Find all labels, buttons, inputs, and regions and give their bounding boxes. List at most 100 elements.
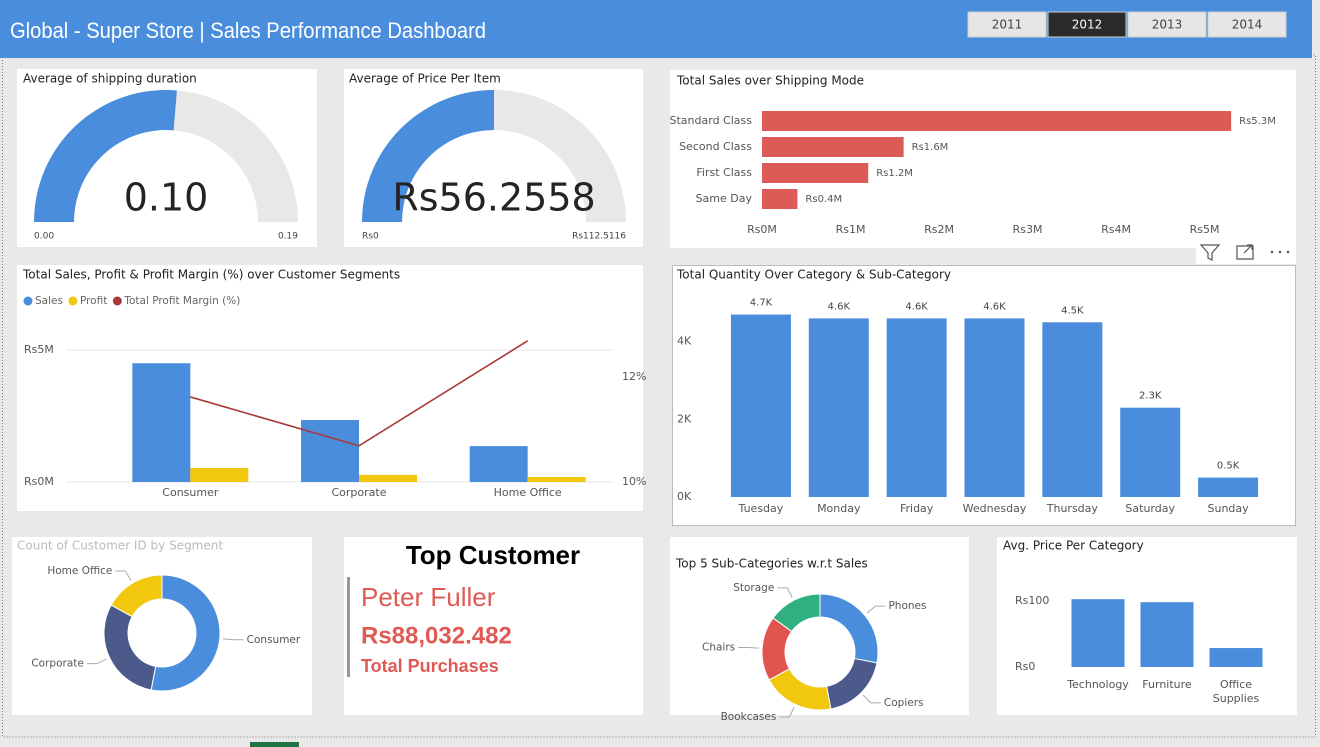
data-label: Rs0.4M [805,194,842,205]
bar [762,111,1232,131]
x-tick-label: Rs4M [1101,223,1131,236]
chart-title: Total Sales, Profit & Profit Margin (%) … [22,268,400,282]
year-tabs: 2011 2012 2013 2014 [967,11,1287,38]
bar [1209,648,1263,667]
bar [762,137,904,157]
x-tick-label: Rs3M [1013,223,1043,236]
legend-marker [112,296,122,306]
y-tick-label: Rs5M [24,343,54,356]
data-label: 4.5K [1061,305,1084,316]
x-tick-label: Saturday [1125,502,1175,515]
donut-slice [150,574,221,692]
y2-tick-label: 12% [622,370,646,383]
slice-label: Phones [888,600,926,612]
card-title: Top Customer [406,540,580,570]
year-tab[interactable] [967,11,1047,38]
x-tick-label: Office Supplies [1212,678,1260,705]
data-label: 4.6K [828,301,851,312]
slice-label: Storage [733,582,774,594]
y-tick-label: 4K [677,335,692,348]
data-label: 2.3K [1139,391,1162,402]
panel [670,70,1296,248]
more-options-icon[interactable] [1270,250,1290,254]
slice-label: Consumer [247,634,301,646]
year-tab-label[interactable]: 2014 [1232,18,1263,32]
x-tick-label: Furniture [1142,678,1192,691]
y-tick-label: Second Class [679,140,752,153]
y-tick-label: Same Day [696,192,753,205]
focus-mode-icon[interactable] [1236,244,1254,260]
donut-slice [110,574,163,618]
year-tab-label[interactable]: 2012 [1072,18,1103,32]
data-label: 0.5K [1217,461,1240,472]
page-tab[interactable] [250,742,299,747]
x-tick-label: Friday [900,502,934,515]
gauge-tick-label: 0.19 [278,232,298,242]
x-tick-label: Corporate [332,486,387,499]
line [190,340,529,447]
chart-title: Count of Customer ID by Segment [17,539,223,553]
bar [762,163,869,183]
bar [527,476,586,482]
year-tab[interactable] [1047,11,1127,38]
bar [359,474,417,482]
card-accent [347,577,350,677]
data-label: Rs5.3M [1239,116,1276,127]
x-tick-label: Sunday [1207,502,1249,515]
year-tab-label[interactable]: 2013 [1152,18,1183,32]
y-tick-label: Rs0 [1015,660,1035,673]
customer-name: Peter Fuller [361,582,496,612]
bar [132,363,191,482]
customer-caption: Total Purchases [361,656,499,676]
chart-title: Top 5 Sub-Categories w.r.t Sales [675,557,868,571]
bar [1042,322,1103,497]
gauge-tick-label: Rs0 [362,232,379,242]
bar [190,468,249,482]
panel [670,537,969,715]
y-tick-label: Rs0M [24,475,54,488]
bar [886,318,947,497]
gauge-tick-label: Rs112.5116 [572,232,626,242]
x-tick-label: Technology [1067,678,1129,691]
legend-marker [68,296,78,306]
bar [1140,602,1194,667]
bar [730,314,791,497]
year-tab-label[interactable]: 2011 [992,18,1023,32]
y-tick-label: First Class [696,166,752,179]
leader-line [862,694,881,704]
gauge-value-label: 0.10 [124,176,209,220]
bar [1120,407,1181,497]
leader-line [738,646,760,649]
x-tick-label: Rs2M [924,223,954,236]
y2-tick-label: 10% [622,475,646,488]
leader-line [222,638,244,641]
slice-label: Home Office [47,565,112,577]
x-tick-label: Wednesday [963,502,1027,515]
data-label: 4.6K [983,301,1006,312]
bar [1071,599,1125,667]
x-tick-label-box: Furniture [1142,678,1192,691]
year-tab[interactable] [1127,11,1207,38]
chart-title: Average of shipping duration [23,72,197,86]
chart-title: Total Sales over Shipping Mode [676,74,864,88]
data-label: Rs1.6M [912,142,949,153]
x-tick-label: Home Office [494,486,562,499]
legend-label: Total Profit Margin (%) [123,295,240,307]
bar [964,318,1025,497]
y-tick-label: Rs100 [1015,594,1049,607]
slice-label: Chairs [702,641,735,653]
slice-label: Corporate [31,658,84,670]
x-tick-label: Consumer [162,486,219,499]
year-tab[interactable] [1207,11,1287,38]
x-tick-label: Tuesday [738,502,784,515]
bar [762,189,798,209]
leader-line [779,706,795,718]
legend-label: Sales [35,295,63,307]
leader-line [866,605,886,614]
header-title: Global - Super Store | Sales Performance… [10,18,486,43]
gauge-value [34,90,177,222]
chart-title: Average of Price Per Item [349,72,501,86]
filter-icon[interactable] [1199,244,1221,261]
leader-line [115,570,132,581]
